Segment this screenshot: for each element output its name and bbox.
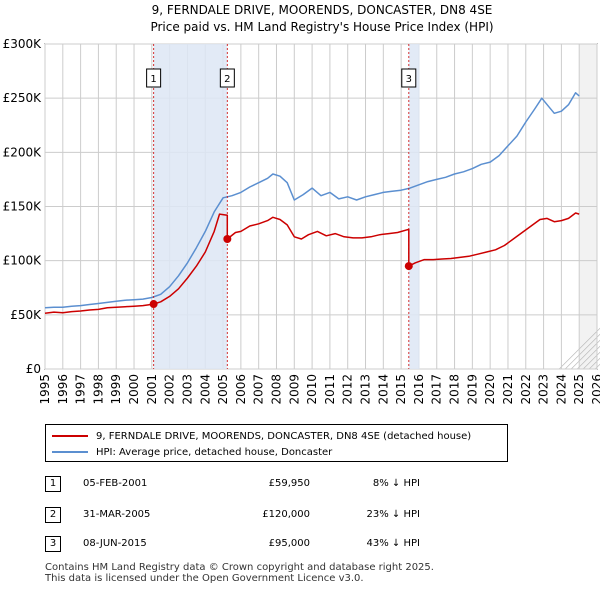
x-tick-label: 2004: [198, 374, 212, 405]
chart-title: 9, FERNDALE DRIVE, MOORENDS, DONCASTER, …: [152, 3, 493, 17]
transaction-date: 31-MAR-2005: [83, 509, 151, 520]
transaction-price: £59,950: [268, 478, 310, 489]
sale-marker-box: 2: [219, 68, 235, 88]
x-tick-label: 2014: [376, 374, 390, 405]
chart-subtitle: Price paid vs. HM Land Registry's House …: [150, 20, 493, 34]
x-tick-label: 1996: [56, 374, 70, 405]
sale-marker-box-frame: [401, 68, 417, 88]
x-tick-label: 2006: [234, 374, 248, 405]
x-tick-label: 2010: [305, 374, 319, 405]
sale-marker-number: 1: [150, 74, 156, 85]
legend-item-hpi: HPI: Average price, detached house, Donc…: [52, 444, 332, 460]
footer-licence: This data is licensed under the Open Gov…: [45, 573, 364, 584]
x-tick-label: 2016: [412, 374, 426, 405]
x-tick-label: 2009: [287, 374, 301, 405]
x-tick-label: 2005: [216, 374, 230, 405]
transaction-price: £95,000: [268, 538, 310, 549]
x-tick-label: 1998: [91, 374, 105, 405]
x-tick-label: 1997: [74, 374, 88, 405]
sale-highlight-band: [408, 44, 420, 369]
transaction-hpi-diff: 43% ↓ HPI: [366, 538, 420, 549]
footer: Contains HM Land Registry data © Crown c…: [45, 562, 434, 584]
x-tick-label: 2025: [572, 374, 586, 405]
sale-marker-box: 3: [401, 68, 417, 88]
price-chart: 9, FERNDALE DRIVE, MOORENDS, DONCASTER, …: [3, 3, 600, 405]
property-price-line: [44, 212, 580, 314]
x-tick-label: 2008: [269, 374, 283, 405]
x-tick-label: 2000: [127, 374, 141, 405]
x-tick-label: 2015: [394, 374, 408, 405]
x-tick-label: 2023: [537, 374, 551, 405]
x-tick-label: 2002: [163, 374, 177, 405]
sale-marker-box: 1: [146, 68, 162, 88]
sale-marker-box-frame: [146, 68, 162, 88]
legend-item-property: 9, FERNDALE DRIVE, MOORENDS, DONCASTER, …: [52, 428, 471, 444]
sale-marker-number: 2: [224, 74, 230, 85]
x-tick-label: 2001: [145, 374, 159, 405]
sale-highlight-band: [153, 44, 228, 369]
x-tick-label: 2007: [252, 374, 266, 405]
x-tick-label: 2019: [465, 374, 479, 405]
x-tick-label: 2026: [590, 374, 600, 405]
transaction-date: 08-JUN-2015: [83, 538, 147, 549]
transaction-price: £120,000: [262, 509, 310, 520]
legend-label-hpi: HPI: Average price, detached house, Donc…: [96, 446, 333, 458]
legend: 9, FERNDALE DRIVE, MOORENDS, DONCASTER, …: [45, 424, 508, 462]
x-tick-label: 2020: [483, 374, 497, 405]
transaction-marker: 2: [45, 507, 61, 523]
transaction-marker: 1: [45, 476, 61, 492]
y-tick-label: £300K: [3, 37, 43, 51]
x-tick-label: 2024: [554, 374, 568, 405]
sale-marker-box-frame: [219, 68, 235, 88]
y-tick-label: £150K: [3, 200, 43, 214]
sale-marker-number: 3: [406, 74, 412, 85]
sale-point: [149, 300, 158, 309]
hpi-line: [44, 92, 580, 309]
y-tick-label: £100K: [3, 254, 43, 268]
y-tick-label: £200K: [3, 145, 43, 159]
transaction-hpi-diff: 23% ↓ HPI: [366, 509, 420, 520]
transaction-marker: 3: [45, 536, 61, 552]
x-tick-label: 1999: [109, 374, 123, 405]
footer-copyright: Contains HM Land Registry data © Crown c…: [45, 562, 434, 573]
x-tick-label: 2017: [430, 374, 444, 405]
transaction-hpi-diff: 8% ↓ HPI: [372, 478, 420, 489]
y-tick-label: £250K: [3, 91, 43, 105]
legend-swatch-hpi: [52, 451, 88, 453]
legend-swatch-property: [52, 435, 88, 437]
x-tick-label: 2003: [180, 374, 194, 405]
transaction-date: 05-FEB-2001: [83, 478, 148, 489]
x-tick-label: 2013: [359, 374, 373, 405]
x-tick-label: 1995: [38, 374, 52, 405]
x-tick-label: 2021: [501, 374, 515, 405]
legend-label-property: 9, FERNDALE DRIVE, MOORENDS, DONCASTER, …: [96, 430, 472, 442]
y-tick-label: £0: [26, 362, 41, 376]
sale-point: [223, 235, 232, 243]
x-tick-label: 2012: [341, 374, 355, 405]
x-tick-label: 2011: [323, 374, 337, 405]
y-tick-label: £50K: [10, 308, 42, 322]
sale-point: [404, 262, 413, 271]
x-tick-label: 2018: [448, 374, 462, 405]
x-tick-label: 2022: [519, 374, 533, 405]
